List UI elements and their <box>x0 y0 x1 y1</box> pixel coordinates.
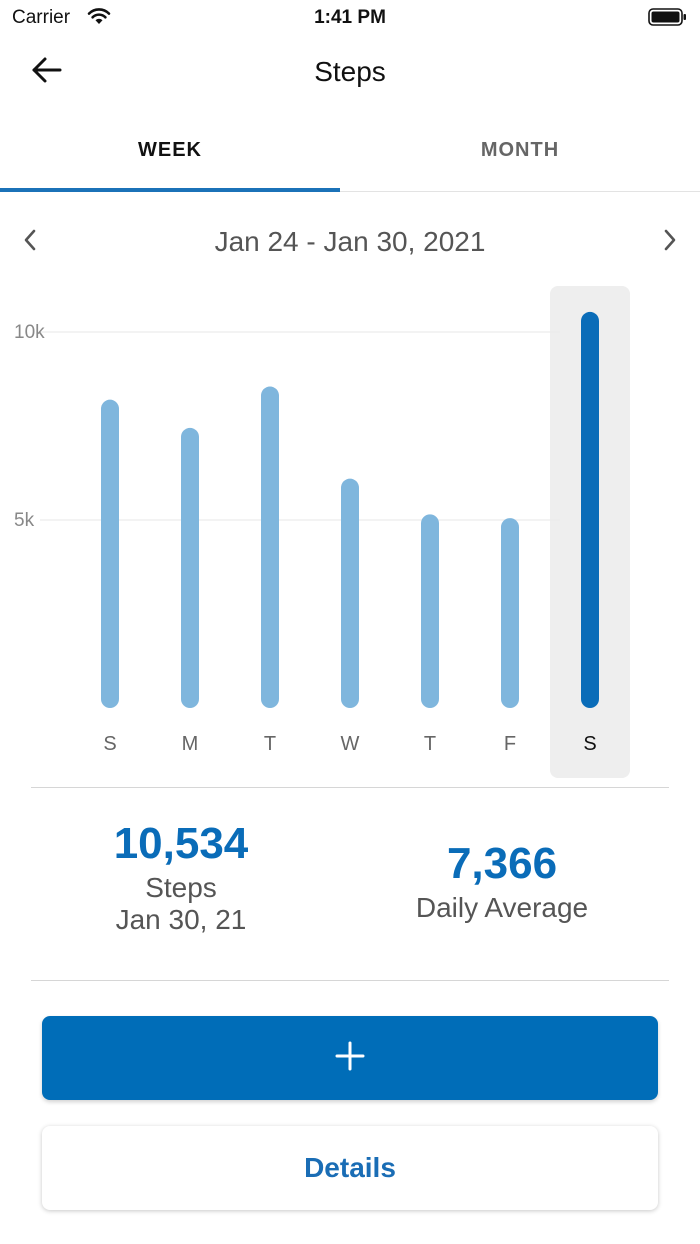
x-label-day-4: T <box>424 733 436 755</box>
bar-day-2[interactable] <box>261 386 279 708</box>
x-label-day-5: F <box>504 733 516 755</box>
y-tick-label-0: 10k <box>14 322 45 343</box>
details-button[interactable]: Details <box>42 1126 658 1210</box>
bar-day-0[interactable] <box>101 399 119 708</box>
carrier-label: Carrier <box>12 7 71 28</box>
steps-bar-chart: 10k 5k S M T W T F S <box>0 280 700 785</box>
tab-month[interactable]: MONTH <box>480 138 560 161</box>
battery-icon <box>648 7 688 27</box>
x-label-day-2: T <box>264 733 276 755</box>
x-label-day-6: S <box>583 733 596 755</box>
arrow-left-icon <box>31 56 63 89</box>
wifi-icon <box>86 6 112 26</box>
add-steps-button[interactable] <box>42 1016 658 1100</box>
y-tick-label-1: 5k <box>14 510 35 531</box>
chevron-right-icon <box>662 228 678 257</box>
period-tabs: WEEK MONTH <box>0 108 700 192</box>
selected-date: Jan 30, 21 <box>115 904 247 936</box>
daily-average-stat: 7,366 Daily Average <box>380 842 624 924</box>
bar-day-4[interactable] <box>421 514 439 708</box>
back-button[interactable] <box>26 54 68 90</box>
status-bar: Carrier 1:41 PM <box>0 0 700 36</box>
bar-day-5[interactable] <box>501 518 519 708</box>
x-label-day-0: S <box>103 733 116 755</box>
divider-bottom <box>31 980 669 981</box>
bar-day-3[interactable] <box>341 478 359 708</box>
next-week-button[interactable] <box>654 226 686 258</box>
plus-icon <box>334 1040 366 1077</box>
previous-week-button[interactable] <box>14 226 46 258</box>
tab-week[interactable]: WEEK <box>138 138 202 161</box>
date-range-selector: Jan 24 - Jan 30, 2021 <box>0 212 700 272</box>
bar-day-6[interactable] <box>581 311 599 708</box>
chevron-left-icon <box>22 228 38 257</box>
x-label-day-3: W <box>341 733 360 755</box>
daily-average-label: Daily Average <box>415 892 589 923</box>
bar-day-1[interactable] <box>181 427 199 708</box>
selected-steps-unit: Steps <box>145 872 217 903</box>
clock: 1:41 PM <box>314 7 386 28</box>
divider-top <box>31 787 669 788</box>
tab-selected-indicator <box>0 188 340 192</box>
selected-day-stat: 10,534 Steps Jan 30, 21 <box>80 822 282 936</box>
page-title: Steps <box>314 56 386 87</box>
chart-canvas: 10k 5k S M T W T F S <box>14 286 630 778</box>
navigation-bar: Steps <box>0 36 700 108</box>
daily-average-value: 7,366 <box>446 839 558 888</box>
x-label-day-1: M <box>182 733 199 755</box>
date-range-label: Jan 24 - Jan 30, 2021 <box>214 226 486 257</box>
selected-steps-value: 10,534 <box>113 819 249 868</box>
